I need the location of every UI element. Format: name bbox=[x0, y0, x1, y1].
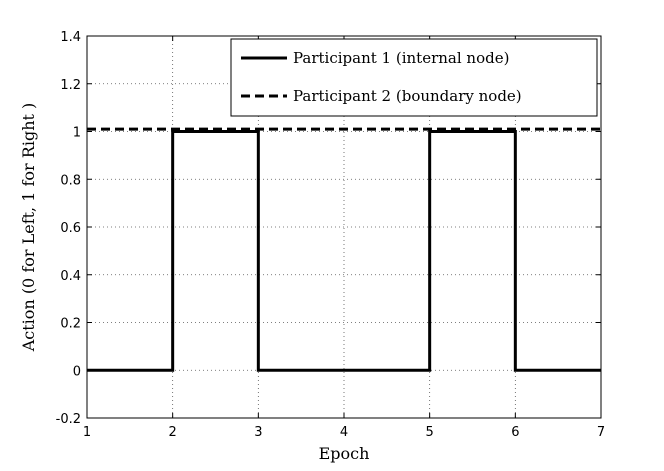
series-line-1 bbox=[87, 130, 601, 372]
x-tick-label: 5 bbox=[426, 425, 434, 440]
x-tick-label: 6 bbox=[511, 425, 519, 440]
legend-label-2: Participant 2 (boundary node) bbox=[293, 87, 522, 105]
x-tick-label: 7 bbox=[597, 425, 605, 440]
x-tick-label: 4 bbox=[340, 425, 348, 440]
y-tick-label: 0.2 bbox=[60, 317, 81, 332]
x-tick-label: 1 bbox=[83, 425, 91, 440]
y-tick-label: 0 bbox=[73, 364, 81, 379]
y-tick-label: 1.2 bbox=[60, 78, 81, 93]
series-lines bbox=[87, 127, 601, 372]
y-tick-label: 1 bbox=[73, 126, 81, 141]
legend-box bbox=[230, 38, 598, 117]
legend-label-1: Participant 1 (internal node) bbox=[293, 49, 509, 67]
y-tick-label: 0.4 bbox=[60, 269, 81, 284]
y-tick-label: 1.4 bbox=[60, 30, 81, 45]
x-tick-label: 2 bbox=[169, 425, 177, 440]
y-tick-label: 0.8 bbox=[60, 173, 81, 188]
tick-labels: 1 2 3 4 5 6 7 -0.2 0 0.2 0.4 0.6 0.8 1 1.2 1.4 bbox=[56, 30, 606, 440]
y-axis-label: Action (0 for Left, 1 for Right ) bbox=[19, 103, 38, 353]
x-axis-label: Epoch bbox=[319, 444, 370, 463]
y-tick-label: 0.6 bbox=[60, 221, 81, 236]
y-tick-label: -0.2 bbox=[56, 412, 81, 427]
x-tick-label: 3 bbox=[254, 425, 262, 440]
legend: Participant 1 (internal node) Participant… bbox=[230, 38, 598, 117]
